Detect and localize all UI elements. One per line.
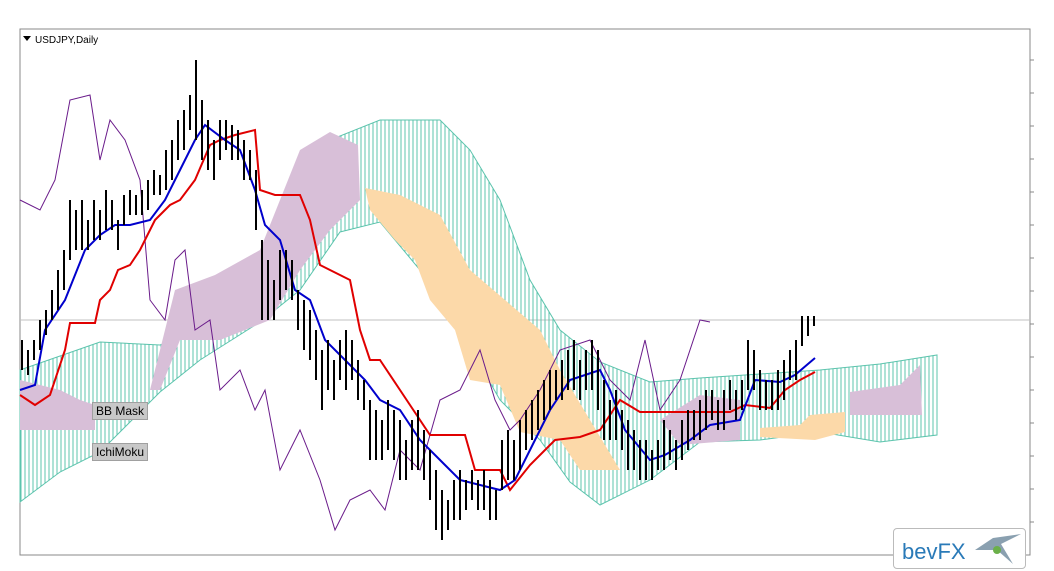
dropdown-icon[interactable] (23, 36, 31, 41)
logo-text: bevFX (902, 539, 966, 564)
ichimoku-button[interactable]: IchiMoku (92, 443, 149, 461)
candles (21, 60, 815, 540)
bb-mask-area (20, 380, 95, 430)
logo-bird (975, 534, 1021, 564)
symbol-label: USDJPY,Daily (35, 35, 98, 46)
chikou-line (19, 94, 711, 532)
bb-mask-area (760, 412, 845, 440)
bb-mask-button[interactable]: BB Mask (92, 402, 149, 420)
kijun-line (19, 128, 816, 492)
bb-mask-area (850, 365, 922, 415)
logo: bevFX (893, 528, 1026, 569)
axis-ticks (1030, 59, 1034, 523)
